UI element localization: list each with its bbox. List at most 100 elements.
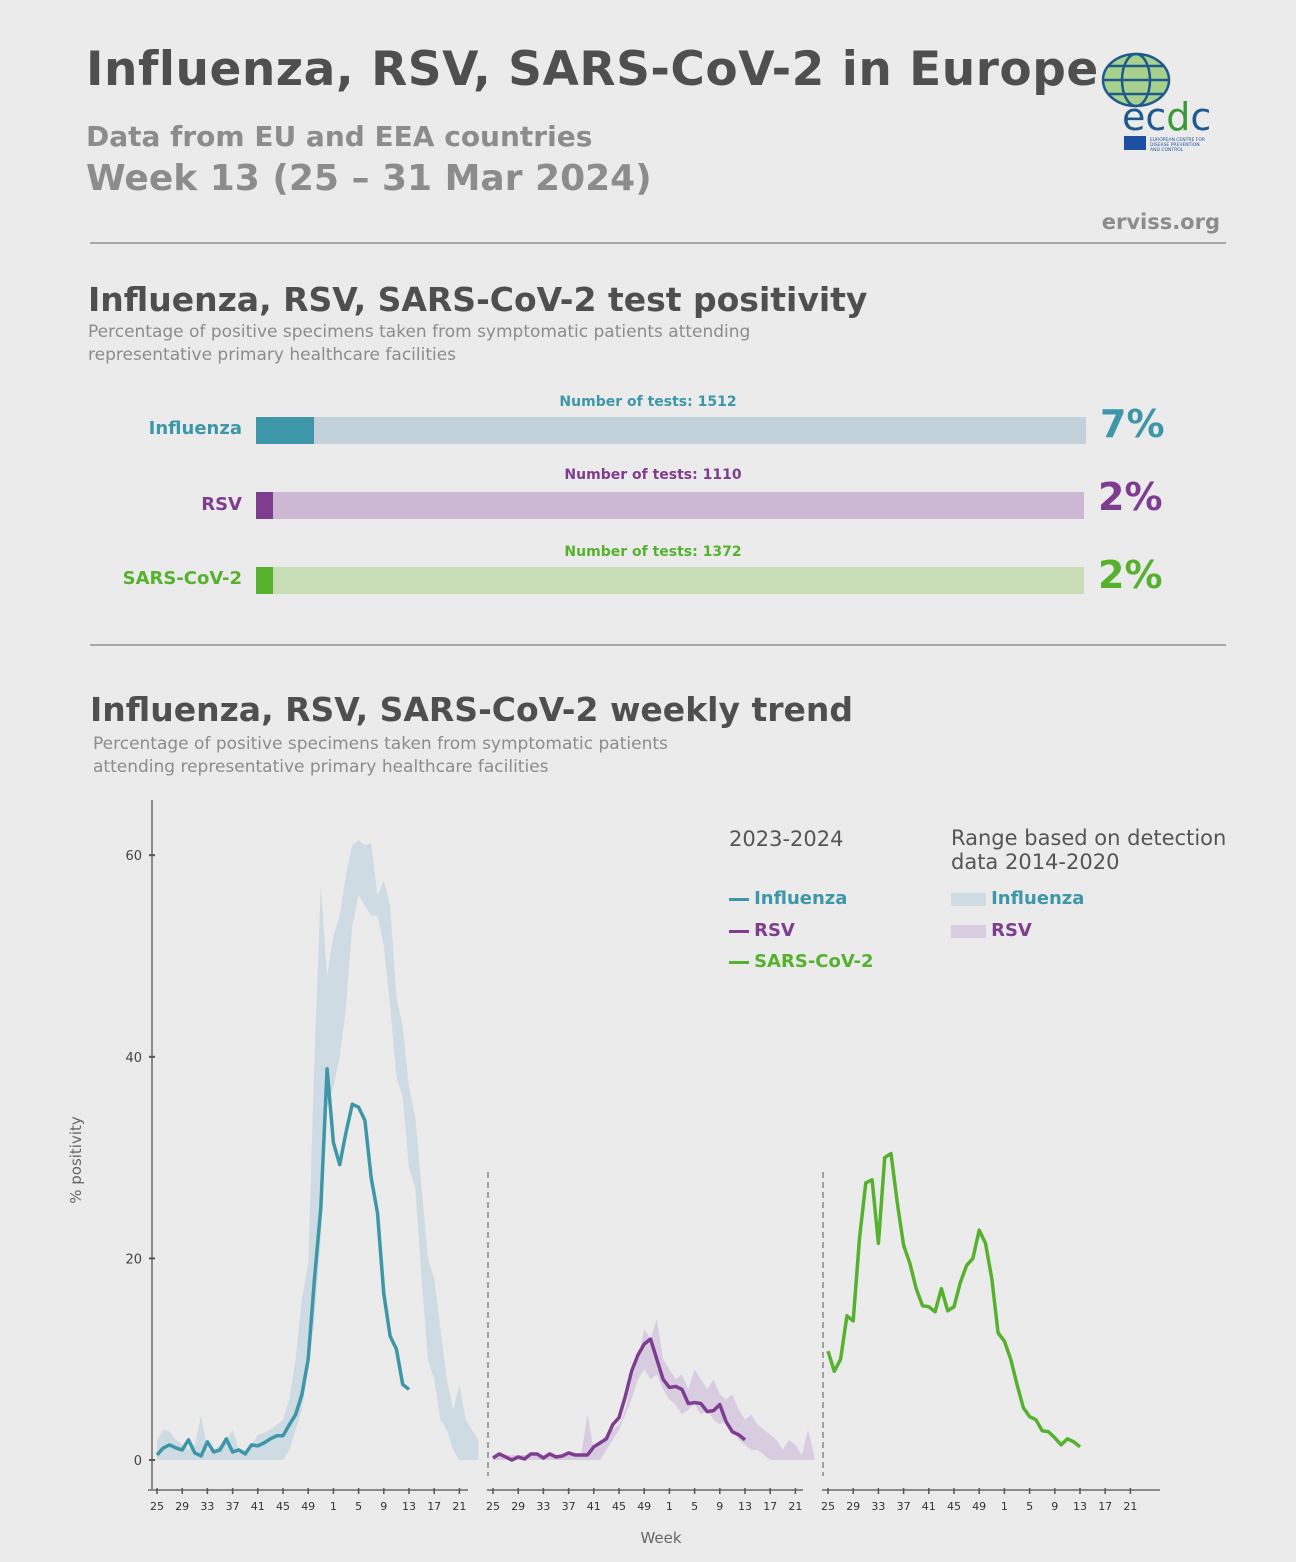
legend-item-rsv-range: RSV	[951, 920, 1032, 941]
y-tick-label: 40	[125, 1051, 142, 1066]
range-band-rsv	[493, 1318, 815, 1460]
bar-track	[256, 417, 1086, 444]
x-tick-label: 5	[691, 1500, 698, 1513]
legend-item-sars-cov-2: SARS-CoV-2	[729, 951, 873, 972]
tests-count: Number of tests: 1110	[564, 467, 742, 483]
x-tick-label: 33	[536, 1500, 550, 1513]
x-tick-label: 45	[947, 1500, 961, 1513]
series-line-rsv	[492, 1337, 747, 1462]
y-tick-label: 20	[125, 1252, 142, 1267]
bar-label: SARS-CoV-2	[122, 568, 242, 589]
x-tick-label: 9	[716, 1500, 723, 1513]
legend-swatch	[729, 898, 749, 901]
legend-label: Influenza	[754, 888, 848, 909]
x-tick-label: 37	[226, 1500, 240, 1513]
percent-value: 2%	[1098, 553, 1163, 597]
trend-title: Influenza, RSV, SARS-CoV-2 weekly trend	[90, 690, 853, 729]
x-tick-label: 37	[897, 1500, 911, 1513]
x-tick-label: 41	[922, 1500, 936, 1513]
x-tick-label: 9	[380, 1500, 387, 1513]
ecdc-logo-text: ecdc	[1122, 95, 1211, 139]
x-tick-label: 5	[1026, 1500, 1033, 1513]
svg-text:DISEASE PREVENTION: DISEASE PREVENTION	[1150, 142, 1200, 148]
x-tick-label: 45	[276, 1500, 290, 1513]
y-tick-label: 60	[125, 849, 142, 864]
page-subtitle: Data from EU and EEA countries	[86, 120, 593, 153]
bar-label: Influenza	[148, 418, 242, 439]
x-tick-label: 21	[788, 1500, 802, 1513]
tests-count: Number of tests: 1512	[559, 394, 737, 410]
x-tick-label: 5	[355, 1500, 362, 1513]
percent-value: 7%	[1100, 402, 1165, 446]
globe-icon: ecdc EUROPEAN CENTRE FOR DISEASE PREVENT…	[1101, 52, 1211, 153]
bar-track	[256, 567, 1084, 594]
site-link[interactable]: erviss.org	[1101, 210, 1220, 234]
x-tick-label: 49	[301, 1500, 315, 1513]
week-label: Week 13 (25 – 31 Mar 2024)	[86, 158, 652, 199]
bar-fill	[256, 567, 273, 594]
x-tick-label: 17	[763, 1500, 777, 1513]
x-tick-label: 21	[452, 1500, 466, 1513]
svg-text:AND CONTROL: AND CONTROL	[1150, 147, 1184, 153]
x-tick-label: 49	[972, 1500, 986, 1513]
x-tick-label: 29	[846, 1500, 860, 1513]
y-axis-label: % positivity	[67, 1116, 85, 1204]
tests-count: Number of tests: 1372	[564, 544, 742, 560]
x-tick-label: 33	[871, 1500, 885, 1513]
x-tick-label: 41	[251, 1500, 265, 1513]
x-tick-label: 37	[562, 1500, 576, 1513]
legend-item-influenza: Influenza	[729, 888, 847, 909]
ecdc-logo: ecdc EUROPEAN CENTRE FOR DISEASE PREVENT…	[1100, 50, 1225, 155]
series-line-influenza	[155, 1067, 411, 1458]
x-tick-label: 45	[612, 1500, 626, 1513]
legend-swatch	[729, 961, 749, 964]
legend-item-influenza-range: Influenza	[951, 888, 1084, 909]
divider	[90, 644, 1226, 646]
x-axis-label: Week	[640, 1529, 681, 1547]
x-tick-label: 1	[330, 1500, 337, 1513]
x-tick-label: 9	[1051, 1500, 1058, 1513]
trend-description: Percentage of positive specimens taken f…	[93, 734, 668, 777]
bar-fill	[256, 417, 315, 444]
legend-label: SARS-CoV-2	[754, 951, 874, 972]
page-title: Influenza, RSV, SARS-CoV-2 in Europe	[86, 42, 1099, 97]
y-tick-label: 0	[134, 1454, 142, 1469]
positivity-title: Influenza, RSV, SARS-CoV-2 test positivi…	[88, 280, 868, 319]
bar-fill	[256, 492, 273, 519]
bar-label: RSV	[201, 494, 242, 515]
x-tick-label: 29	[511, 1500, 525, 1513]
legend-label: Influenza	[991, 888, 1085, 909]
legend-swatch	[951, 925, 986, 938]
legend-swatch	[729, 930, 749, 933]
x-tick-label: 29	[175, 1500, 189, 1513]
series-line-sars-cov-2	[826, 1151, 1082, 1449]
trend-chart: 0 20 40 60 % positivity Week 25 29 33 37 41 45 49 1 5 9…	[67, 800, 1160, 1547]
x-tick-label: 25	[821, 1500, 835, 1513]
x-tick-label: 17	[1098, 1500, 1112, 1513]
x-tick-label: 25	[486, 1500, 500, 1513]
legend-range-title: Range based on detection data 2014-2020	[951, 826, 1227, 874]
x-tick-label: 49	[637, 1500, 651, 1513]
legend-label: RSV	[991, 920, 1032, 941]
x-tick-label: 13	[402, 1500, 416, 1513]
x-tick-label: 21	[1123, 1500, 1137, 1513]
x-tick-label: 13	[1073, 1500, 1087, 1513]
legend-swatch	[951, 893, 986, 906]
x-tick-label: 1	[1001, 1500, 1008, 1513]
range-band-influenza	[157, 840, 479, 1460]
x-tick-label: 13	[738, 1500, 752, 1513]
x-tick-label: 17	[427, 1500, 441, 1513]
svg-text:EUROPEAN CENTRE FOR: EUROPEAN CENTRE FOR	[1150, 137, 1205, 143]
x-tick-label: 33	[200, 1500, 214, 1513]
percent-value: 2%	[1098, 475, 1163, 519]
x-tick-label: 41	[587, 1500, 601, 1513]
legend-label: RSV	[754, 920, 795, 941]
positivity-description: Percentage of positive specimens taken f…	[88, 322, 751, 365]
bar-track	[256, 492, 1084, 519]
legend-season-title: 2023-2024	[729, 827, 844, 851]
x-tick-label: 25	[150, 1500, 164, 1513]
divider	[90, 242, 1226, 244]
legend-item-rsv: RSV	[729, 920, 795, 941]
x-tick-label: 1	[666, 1500, 673, 1513]
